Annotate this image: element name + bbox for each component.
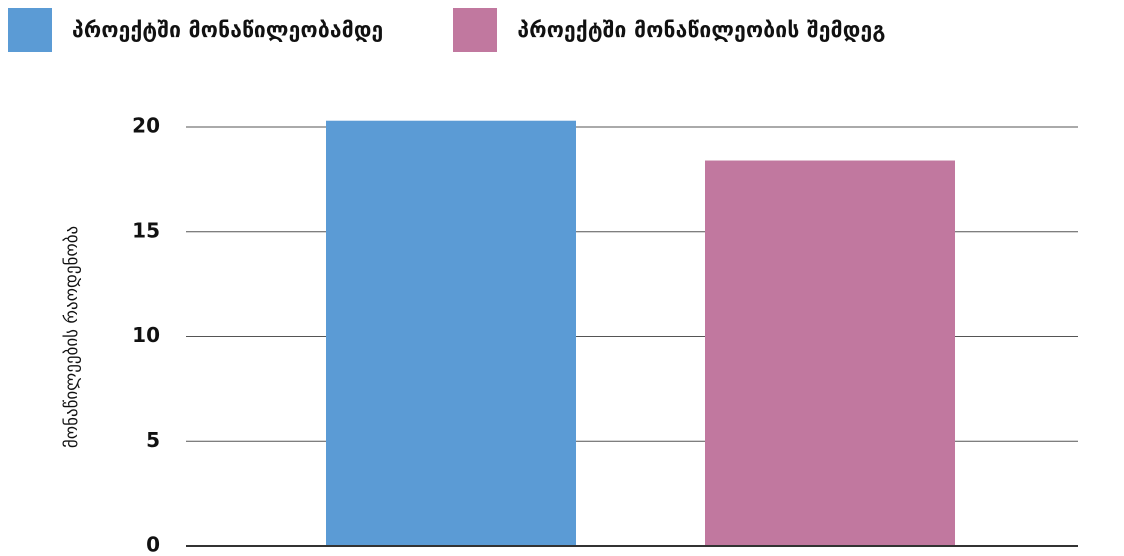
legend-swatch-before [8, 8, 52, 52]
y-axis-title: მონაწილეების რაოდენობა [62, 226, 82, 448]
legend-swatch-after [453, 8, 498, 52]
y-tick-label-0: 0 [146, 533, 160, 556]
legend-label-after: პროექტში მონაწილეობის შემდეგ [517, 18, 886, 42]
bars [326, 120, 955, 546]
bar-series-1 [705, 160, 955, 546]
y-tick-label-15: 15 [132, 218, 160, 242]
legend-item-after: პროექტში მონაწილეობის შემდეგ [453, 8, 885, 52]
y-tick-label-20: 20 [132, 114, 160, 138]
y-tick-label-5: 5 [146, 428, 160, 452]
chart-legend: პროექტში მონაწილეობამდე პროექტში მონაწილ… [8, 8, 886, 52]
y-tick-label-10: 10 [132, 323, 160, 347]
bar-series-0 [326, 120, 576, 546]
legend-item-before: პროექტში მონაწილეობამდე [8, 8, 383, 52]
legend-label-before: პროექტში მონაწილეობამდე [72, 18, 384, 42]
y-axis-ticks: 0 5 10 15 20 [132, 114, 160, 556]
